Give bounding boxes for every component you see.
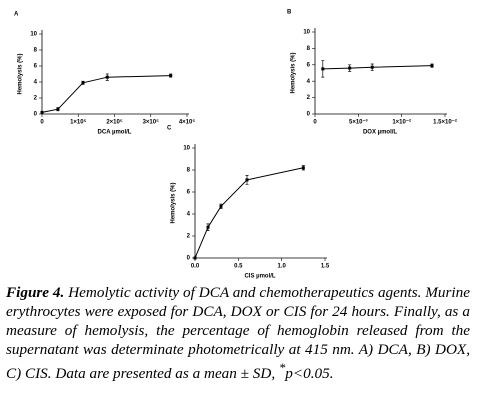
- y-tick-label: 0: [307, 112, 311, 118]
- y-tick-label: 4: [307, 79, 311, 85]
- caption: Figure 4. Hemolytic activity of DCA and …: [6, 283, 470, 383]
- data-line: [41, 75, 171, 113]
- x-tick-label: 1.5: [321, 264, 330, 270]
- x-axis-label: CIS µmol/L: [244, 274, 275, 280]
- y-tick-label: 0: [187, 256, 191, 262]
- figure: 0 2 4 6 8 10 0 1×10⁵ 2×10⁵ 3×10⁵ 4×10⁵ DCA µmol/L He…: [14, 10, 457, 280]
- panel-label: C: [167, 126, 172, 132]
- panel-label: A: [14, 12, 19, 18]
- y-axis-label: Hemolysis (%): [171, 182, 177, 223]
- data-point: [348, 66, 352, 70]
- x-tick-label: 1×10⁻²: [392, 119, 411, 126]
- y-tick-label: 10: [183, 146, 190, 152]
- data-point: [193, 256, 197, 260]
- x-tick-label: 0: [40, 120, 44, 126]
- y-tick-label: 10: [30, 32, 37, 38]
- data-point: [206, 225, 210, 229]
- data-point: [370, 65, 374, 69]
- panel-label: B: [287, 10, 292, 16]
- caption-sig: *: [278, 361, 286, 375]
- data-point: [169, 74, 173, 78]
- data-point: [245, 178, 249, 182]
- y-tick-label: 2: [307, 95, 311, 101]
- x-tick-label: 0: [313, 120, 317, 126]
- y-tick-label: 4: [34, 80, 38, 86]
- x-tick-label: 0.5: [234, 264, 243, 270]
- caption-tail: p<0.05.: [285, 365, 334, 383]
- data-line: [194, 167, 304, 259]
- data-point: [40, 110, 44, 114]
- data-point: [81, 81, 85, 85]
- data-point: [56, 107, 60, 111]
- x-tick-label: 3×10⁵: [143, 120, 160, 126]
- y-tick-label: 8: [34, 48, 38, 54]
- x-tick-label: 1.5×10⁻²: [433, 119, 457, 126]
- data-point: [430, 64, 434, 68]
- x-tick-label: 1×10⁵: [70, 120, 87, 126]
- y-axis-label: Hemolysis (%): [18, 53, 24, 94]
- x-tick-label: 5×10⁻³: [349, 119, 368, 126]
- y-tick-label: 0: [34, 112, 38, 118]
- x-tick-label: 0.0: [191, 264, 200, 270]
- x-tick-label: 4×10⁵: [179, 120, 196, 126]
- data-point: [219, 204, 223, 208]
- x-axis-label: DOX µmol/L: [363, 130, 397, 136]
- y-tick-label: 2: [34, 96, 38, 102]
- y-tick-label: 8: [307, 46, 311, 52]
- data-point: [105, 75, 109, 79]
- x-tick-label: 2×10⁵: [106, 120, 123, 126]
- y-tick-label: 6: [34, 64, 38, 70]
- y-tick-label: 4: [187, 212, 191, 218]
- y-tick-label: 8: [187, 168, 191, 174]
- data-point: [301, 166, 305, 170]
- y-axis-label: Hemolysis (%): [291, 52, 297, 93]
- data-point: [321, 67, 325, 71]
- x-tick-label: 1.0: [277, 264, 286, 270]
- y-tick-label: 6: [307, 62, 311, 68]
- x-axis-label: DCA µmol/L: [98, 130, 132, 136]
- data-line: [322, 65, 433, 70]
- caption-label: Figure 4.: [6, 284, 65, 301]
- y-tick-label: 10: [303, 30, 310, 36]
- y-tick-label: 2: [187, 234, 191, 240]
- y-tick-label: 6: [187, 190, 191, 196]
- caption-text: Hemolytic activity of DCA and chemothera…: [6, 284, 470, 383]
